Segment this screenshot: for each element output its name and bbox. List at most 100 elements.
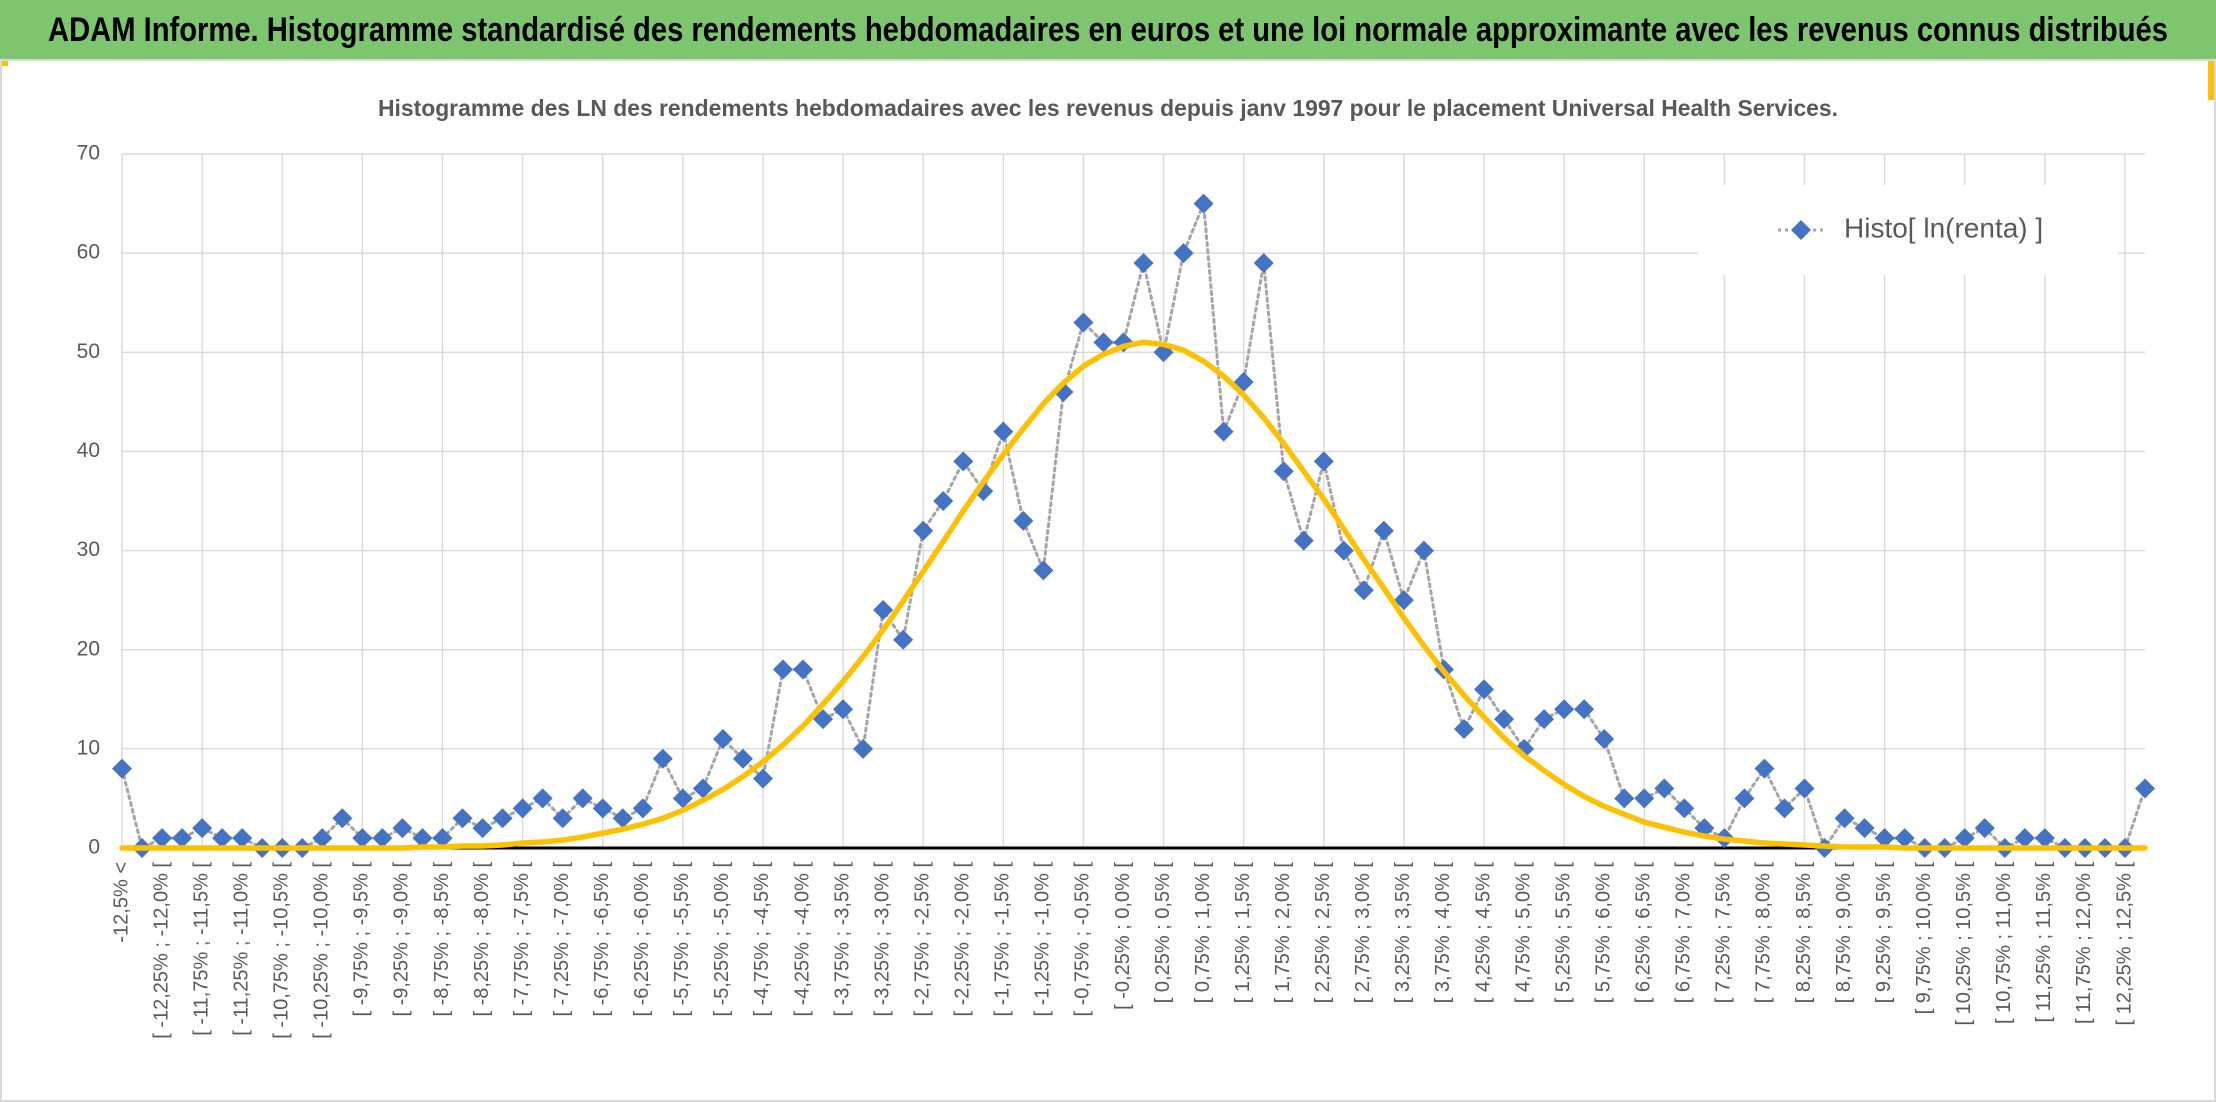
x-tick-label: [ -5,75% ; -5,5% [ <box>671 862 693 1017</box>
data-point <box>632 798 653 819</box>
data-point <box>993 421 1014 442</box>
x-tick-label: [ 3,25% ; 3,5% [ <box>1392 862 1414 1004</box>
data-point <box>772 659 793 680</box>
x-tick-label: [ 12,25% ; 12,5% [ <box>2113 862 2135 1026</box>
data-point <box>1453 719 1474 740</box>
chart-frame <box>0 59 2216 1102</box>
data-point <box>1734 788 1755 809</box>
data-point <box>913 520 934 541</box>
chart-title: Histogramme des LN des rendements hebdom… <box>378 95 1838 121</box>
data-point <box>652 748 673 769</box>
data-point <box>2135 778 2155 799</box>
y-tick-label: 20 <box>77 637 100 660</box>
data-point <box>1594 728 1615 749</box>
data-point <box>1013 510 1034 531</box>
data-point <box>1213 421 1234 442</box>
data-point <box>793 659 814 680</box>
data-point <box>312 828 333 849</box>
data-point <box>512 798 533 819</box>
data-point <box>1954 828 1975 849</box>
y-tick-label: 0 <box>88 836 100 859</box>
x-tick-label: [ 9,25% ; 9,5% [ <box>1873 862 1895 1004</box>
data-point <box>1373 520 1394 541</box>
data-point <box>1974 818 1995 839</box>
x-tick-label: [ 8,25% ; 8,5% [ <box>1793 862 1815 1004</box>
x-tick-label: [ 4,25% ; 4,5% [ <box>1472 862 1494 1004</box>
data-point <box>1093 332 1114 353</box>
data-point <box>1554 699 1575 720</box>
x-tick-label: [ 7,75% ; 8,0% [ <box>1753 862 1775 1004</box>
x-tick-label: -12,5% < <box>110 862 132 943</box>
data-point <box>432 828 453 849</box>
data-point <box>532 788 553 809</box>
x-tick-label: [ -2,75% ; -2,5% [ <box>911 862 933 1017</box>
data-point <box>492 808 513 829</box>
data-point <box>152 828 173 849</box>
x-tick-label: [ -7,25% ; -7,0% [ <box>551 862 573 1017</box>
data-point <box>953 451 974 472</box>
legend-label: Histo[ ln(renta) ] <box>1844 212 2043 243</box>
x-tick-label: [ 5,75% ; 6,0% [ <box>1592 862 1614 1004</box>
x-tick-label: [ 7,25% ; 7,5% [ <box>1713 862 1735 1004</box>
x-tick-label: [ 1,75% ; 2,0% [ <box>1272 862 1294 1004</box>
legend-marker <box>1791 220 1811 240</box>
data-point <box>1173 243 1194 264</box>
data-point <box>1754 758 1775 779</box>
x-tick-label: [ 5,25% ; 5,5% [ <box>1552 862 1574 1004</box>
data-point <box>2014 828 2035 849</box>
data-point <box>1674 798 1695 819</box>
data-point <box>1534 709 1555 730</box>
data-point <box>833 699 854 720</box>
x-tick-label: [ 2,25% ; 2,5% [ <box>1312 862 1334 1004</box>
data-point <box>572 788 593 809</box>
x-tick-label: [ -9,25% ; -9,0% [ <box>391 862 413 1017</box>
data-point <box>472 818 493 839</box>
data-point <box>232 828 253 849</box>
data-point <box>1253 253 1274 274</box>
data-point <box>692 778 713 799</box>
data-point <box>392 818 413 839</box>
x-tick-label: [ -2,25% ; -2,0% [ <box>952 862 974 1017</box>
data-point <box>1033 560 1054 581</box>
data-point <box>1834 808 1855 829</box>
data-point <box>612 808 633 829</box>
x-tick-label: [ -5,25% ; -5,0% [ <box>711 862 733 1017</box>
y-tick-label: 50 <box>77 340 100 363</box>
x-tick-label: [ 6,75% ; 7,0% [ <box>1673 862 1695 1004</box>
data-point <box>732 748 753 769</box>
x-tick-label: [ -6,25% ; -6,0% [ <box>631 862 653 1017</box>
header-title: ADAM Informe. Histogramme standardisé de… <box>48 11 2168 49</box>
y-tick-label: 70 <box>77 142 100 165</box>
data-point <box>212 828 233 849</box>
data-point <box>1133 253 1154 274</box>
data-point <box>1894 828 1915 849</box>
data-point <box>1574 699 1595 720</box>
x-tick-label: [ -4,75% ; -4,5% [ <box>751 862 773 1017</box>
x-tick-label: [ 3,75% ; 4,0% [ <box>1432 862 1454 1004</box>
x-tick-label: [ 8,75% ; 9,0% [ <box>1833 862 1855 1004</box>
x-tick-label: [ -10,75% ; -10,5% [ <box>271 862 293 1039</box>
data-point <box>1273 461 1294 482</box>
data-point <box>1614 788 1635 809</box>
x-tick-label: [ -1,75% ; -1,5% [ <box>992 862 1014 1017</box>
data-point <box>1193 193 1214 214</box>
x-tick-label: [ -4,25% ; -4,0% [ <box>791 862 813 1017</box>
data-point <box>1073 312 1094 333</box>
x-tick-label: [ -3,25% ; -3,0% [ <box>871 862 893 1017</box>
data-point <box>1874 828 1895 849</box>
data-point <box>712 728 733 749</box>
x-tick-label: [ 10,25% ; 10,5% [ <box>1953 862 1975 1026</box>
y-tick-label: 10 <box>77 736 100 759</box>
data-point <box>853 738 874 759</box>
x-tick-label: [ -7,75% ; -7,5% [ <box>511 862 533 1017</box>
x-tick-label: [ -0,75% ; -0,5% [ <box>1072 862 1094 1017</box>
x-tick-label: [ 1,25% ; 1,5% [ <box>1232 862 1254 1004</box>
x-tick-label: [ -0,25% ; 0,0% [ <box>1112 862 1134 1010</box>
x-tick-label: [ -8,75% ; -8,5% [ <box>431 862 453 1017</box>
data-point <box>672 788 693 809</box>
data-point <box>452 808 473 829</box>
data-point <box>873 600 894 621</box>
data-point <box>752 768 773 789</box>
data-point <box>1794 778 1815 799</box>
